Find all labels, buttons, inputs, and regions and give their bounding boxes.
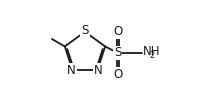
Text: 2: 2 bbox=[150, 51, 155, 60]
Text: N: N bbox=[94, 64, 103, 77]
Text: O: O bbox=[113, 68, 122, 81]
Text: N: N bbox=[67, 64, 76, 77]
Text: S: S bbox=[114, 47, 122, 59]
Text: S: S bbox=[81, 24, 89, 37]
Text: O: O bbox=[113, 25, 122, 38]
Text: NH: NH bbox=[143, 45, 161, 58]
